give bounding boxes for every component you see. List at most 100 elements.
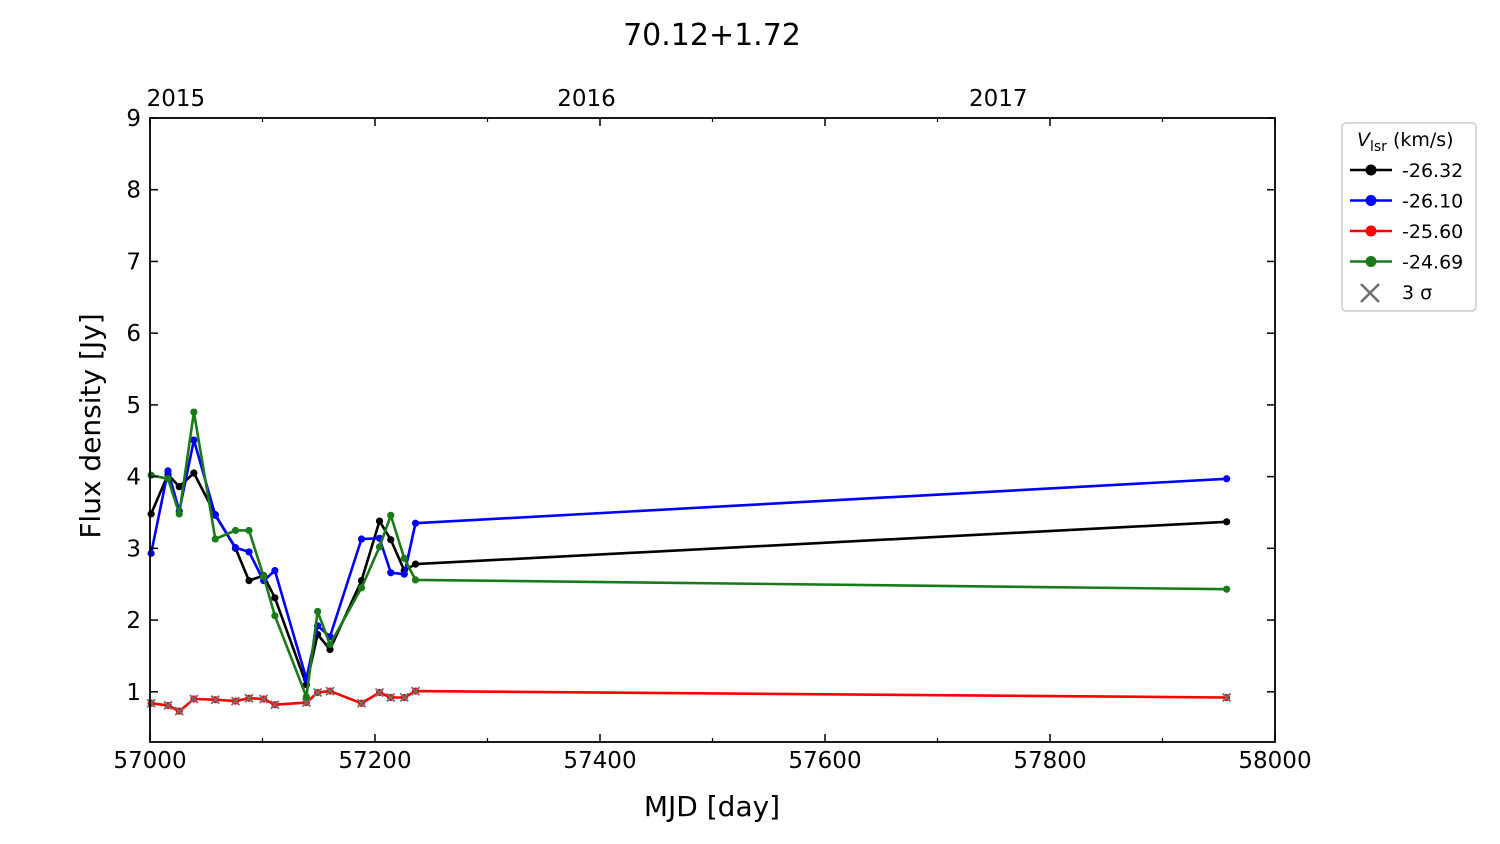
legend-label: -25.60 (1402, 221, 1463, 243)
year-tick-label: 2016 (557, 86, 616, 112)
y-tick-label: 8 (126, 178, 141, 204)
legend-entries: -26.32 -26.10 -25.60 -24.69 (1350, 160, 1463, 274)
data-point (190, 408, 198, 416)
y-axis-label: Flux density [Jy] (74, 313, 107, 538)
data-point (231, 544, 240, 552)
x-axis-label: MJD [day] (644, 790, 780, 823)
data-point (326, 645, 334, 654)
three-sigma-marker (270, 700, 280, 710)
data-point (1223, 585, 1231, 593)
three-sigma-marker (312, 687, 323, 698)
x-tick-label: 58000 (1238, 748, 1311, 774)
legend-3sigma-label: 3 σ (1402, 282, 1432, 304)
series-line-2 (150, 689, 1227, 713)
data-point (357, 535, 366, 543)
data-point (357, 584, 366, 592)
data-point (211, 511, 219, 519)
data-point (375, 543, 384, 551)
data-point (164, 467, 172, 475)
data-point (175, 510, 183, 518)
axes: 57000 57200 57400 57600 57800 580001234567892… (113, 86, 1311, 774)
three-sigma-marker (174, 706, 184, 716)
legend-marker (1365, 256, 1377, 267)
data-point (387, 511, 395, 519)
data-point (1223, 518, 1231, 526)
series-line-3 (150, 410, 1227, 699)
data-point (387, 569, 395, 577)
y-tick-label: 7 (126, 249, 141, 275)
data-point (271, 594, 279, 602)
legend-label: -26.10 (1402, 191, 1463, 213)
data-point (326, 640, 334, 649)
three-sigma-marker (258, 694, 269, 704)
plot-area (146, 408, 1232, 716)
legend-label: -26.32 (1402, 160, 1463, 182)
data-point (164, 475, 172, 483)
y-tick-label: 5 (126, 393, 141, 419)
data-point (260, 572, 268, 580)
legend-title-unit: (km/s) (1393, 129, 1454, 151)
data-point (147, 471, 155, 479)
legend-entry-2: -25.60 (1350, 221, 1463, 243)
three-sigma-marker (325, 686, 335, 696)
data-point (302, 693, 310, 701)
three-sigma-marker (210, 695, 220, 705)
chart-title: 70.12+1.72 (623, 18, 801, 53)
data-point (375, 517, 384, 525)
data-point (1223, 475, 1231, 483)
data-point (211, 535, 219, 543)
three-sigma-marker (410, 686, 421, 696)
y-tick-label: 9 (126, 106, 141, 132)
data-point (245, 526, 253, 535)
data-point (190, 436, 198, 444)
year-tick-label: 2017 (969, 86, 1028, 112)
y-tick-label: 4 (126, 465, 141, 491)
legend-marker (1365, 225, 1377, 237)
legend-entry-3sigma: 3 σ (1360, 282, 1432, 304)
data-point (245, 577, 253, 585)
three-sigma-marker (189, 694, 199, 704)
three-sigma-marker (399, 692, 409, 703)
x-tick-label: 57200 (338, 748, 411, 774)
x-tick-label: 57400 (563, 748, 636, 774)
y-tick-label: 2 (126, 608, 141, 634)
legend-title: Vlsr (km/s) (1357, 129, 1454, 155)
data-point (190, 469, 198, 477)
legend: Vlsr (km/s) -26.32 -26.10 -25.60 -24.69 3 σ (1341, 122, 1477, 312)
data-point (400, 554, 408, 562)
three-sigma-marker (374, 687, 385, 698)
y-tick-label: 6 (126, 321, 141, 347)
three-sigma-marker (1221, 692, 1232, 703)
legend-marker (1365, 164, 1377, 176)
data-point (147, 549, 155, 557)
data-point (411, 519, 420, 527)
data-point (411, 560, 420, 568)
three-sigma-marker (146, 698, 156, 708)
x-tick-label: 57600 (788, 748, 861, 774)
data-point (231, 526, 240, 535)
series-3 (147, 408, 1231, 701)
data-point (271, 566, 279, 575)
three-sigma-marker (163, 700, 173, 711)
legend-label: -24.69 (1402, 252, 1463, 274)
legend-title-main: V (1357, 129, 1372, 151)
data-point (147, 510, 155, 518)
data-point (271, 612, 279, 620)
data-point (175, 483, 183, 491)
x-tick-label: 57000 (113, 748, 186, 774)
legend-marker (1365, 195, 1377, 206)
data-point (400, 570, 408, 578)
legend-entry-0: -26.32 (1350, 160, 1463, 182)
three-sigma-marker (301, 697, 312, 708)
data-point (314, 607, 322, 616)
data-point (245, 548, 253, 556)
year-tick-label: 2015 (147, 86, 206, 112)
y-tick-label: 3 (126, 536, 141, 562)
three-sigma-marker (230, 696, 241, 706)
series-1 (147, 436, 1231, 683)
axes-frame (149, 117, 1276, 743)
three-sigma-marker (386, 692, 396, 703)
data-point (411, 576, 420, 584)
data-point (387, 536, 395, 544)
